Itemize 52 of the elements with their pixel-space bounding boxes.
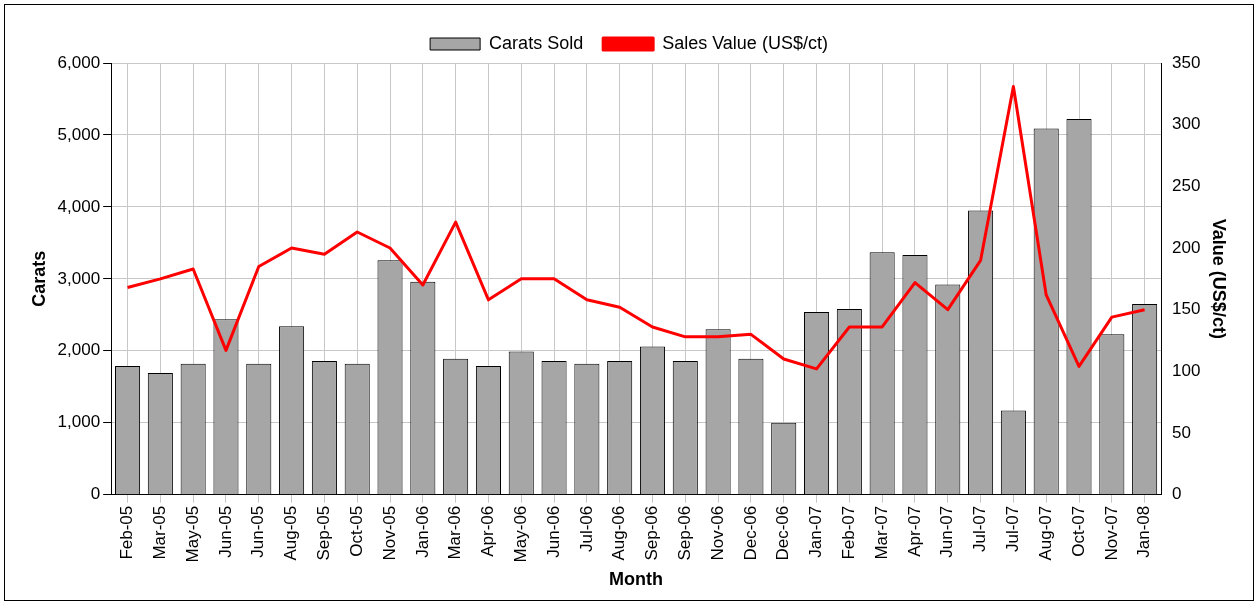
x-tick-label: Jan-08: [1134, 505, 1154, 558]
y2-tick-label: 350: [1172, 52, 1201, 72]
x-tick-label: Mar-07: [871, 505, 891, 560]
y-tick-label: 0: [90, 484, 101, 504]
x-tick-label: May-05: [182, 505, 202, 563]
x-tick-label: Jun-07: [937, 505, 957, 558]
y-tick-label: 4,000: [57, 196, 101, 216]
x-tick-label: Mar-06: [445, 505, 465, 560]
x-tick-label: Apr-06: [478, 505, 498, 557]
x-tick-label: Dec-06: [773, 505, 793, 561]
y2-tick-label: 50: [1172, 422, 1191, 442]
x-tick-label: Feb-05: [117, 505, 137, 560]
x-tick-label: Jan-07: [806, 505, 826, 558]
y2-tick-label: 150: [1172, 299, 1201, 319]
x-tick-label: Jun-05: [215, 505, 235, 558]
legend-label: Carats Sold: [489, 32, 584, 53]
x-tick-label: Nov-07: [1101, 505, 1121, 561]
x-tick-label: Sep-06: [674, 505, 694, 561]
y2-tick-label: 100: [1172, 361, 1201, 381]
x-tick-label: Nov-06: [707, 505, 727, 561]
y-tick-label: 3,000: [57, 268, 101, 288]
y2-tick-label: 200: [1172, 237, 1201, 257]
x-tick-label: Jul-07: [1003, 505, 1023, 553]
y-tick-label: 1,000: [57, 412, 101, 432]
y-tick-label: 5,000: [57, 124, 101, 144]
x-tick-label: Nov-05: [379, 505, 399, 561]
x-tick-label: Jun-06: [543, 505, 563, 558]
x-tick-label: Sep-06: [642, 505, 662, 561]
x-tick-label: Aug-07: [1035, 505, 1055, 561]
y2-tick-label: 250: [1172, 176, 1201, 196]
y-axis-title: Carats: [28, 250, 49, 307]
x-tick-label: Jul-07: [970, 505, 990, 553]
x-tick-label: Apr-07: [904, 505, 924, 557]
x-tick-label: May-06: [510, 505, 530, 563]
x-tick-label: Jul-06: [576, 505, 596, 553]
x-tick-label: Jun-05: [248, 505, 268, 558]
legend-label: Sales Value (US$/ct): [662, 32, 828, 53]
y2-tick-label: 0: [1172, 484, 1182, 504]
x-tick-label: Oct-07: [1068, 505, 1088, 557]
y-tick-label: 6,000: [57, 52, 101, 72]
y2-tick-label: 300: [1172, 114, 1201, 134]
x-tick-label: Jan-06: [412, 505, 432, 558]
x-tick-label: Mar-05: [150, 505, 170, 560]
x-tick-label: Feb-07: [839, 505, 859, 560]
x-axis-title: Month: [609, 569, 664, 590]
x-tick-label: Aug-06: [609, 505, 629, 561]
y2-axis-title: Value (US$/ct): [1209, 218, 1230, 339]
x-tick-label: Dec-06: [740, 505, 760, 561]
x-tick-label: Aug-05: [281, 505, 301, 561]
y-tick-label: 2,000: [57, 340, 101, 360]
x-tick-label: Oct-05: [346, 505, 366, 557]
x-tick-label: Sep-05: [314, 505, 334, 561]
